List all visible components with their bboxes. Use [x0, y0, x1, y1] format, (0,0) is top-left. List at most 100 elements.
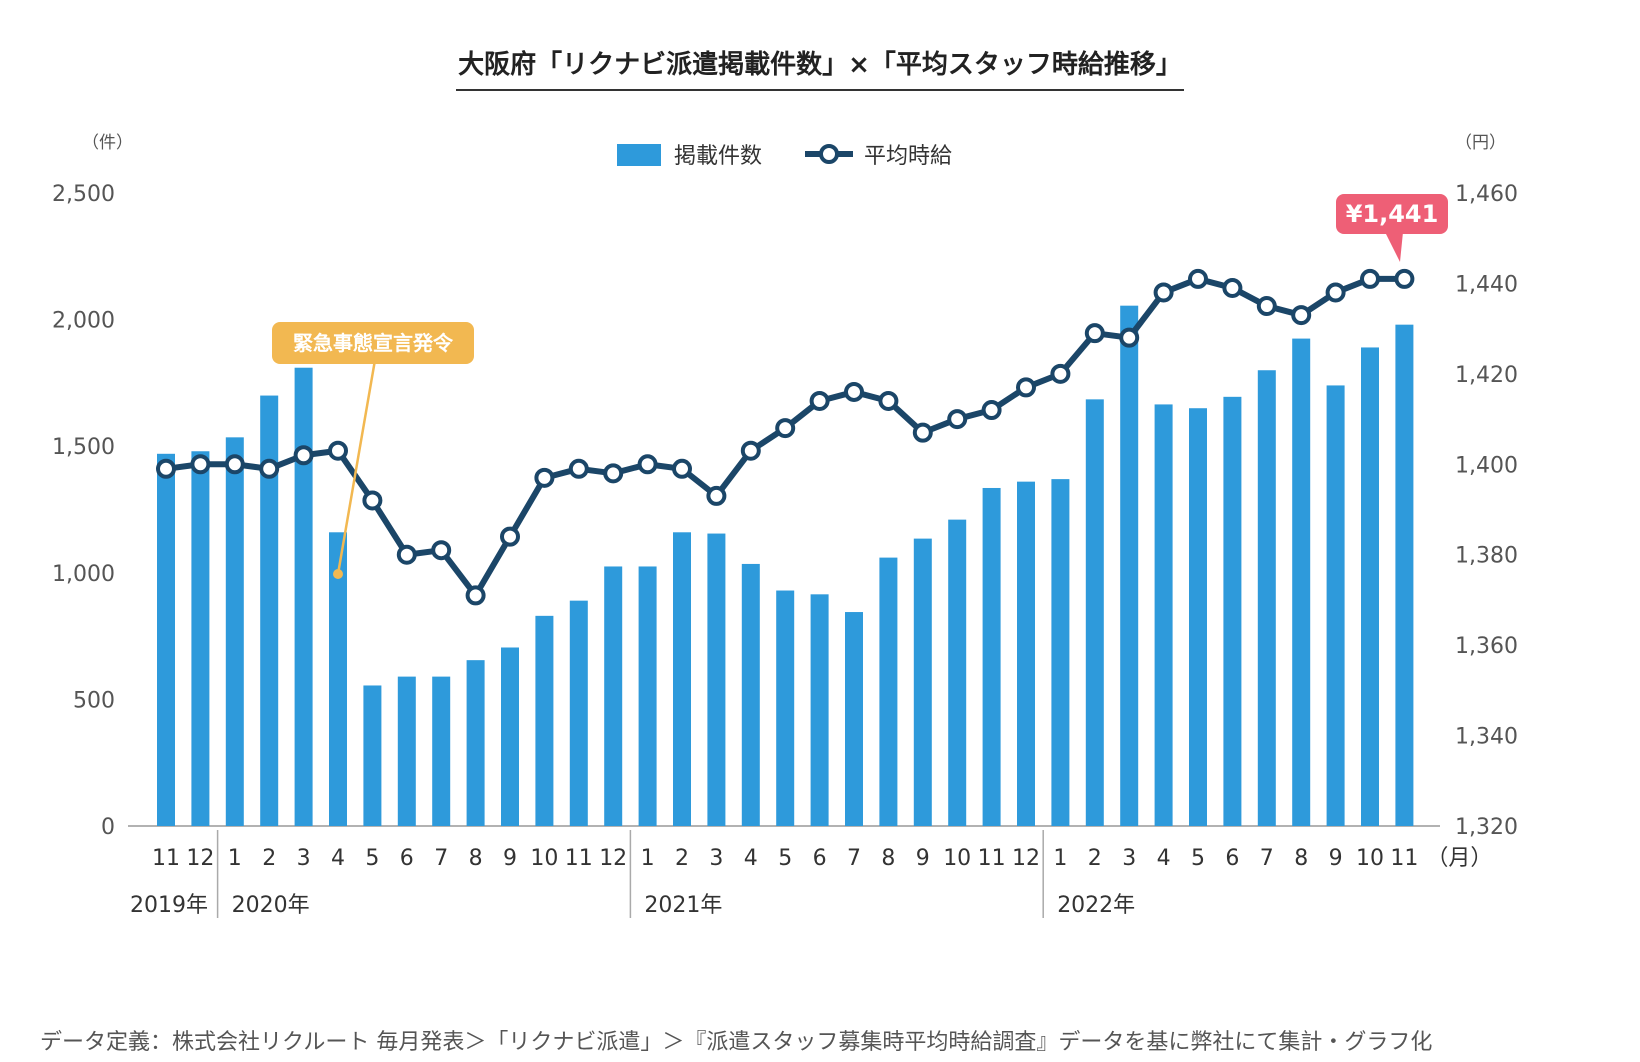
bar — [329, 532, 347, 826]
bar — [810, 594, 829, 826]
wage-point — [637, 454, 658, 475]
month-tick-label: 8 — [469, 846, 483, 871]
data-source-footnote: データ定義：株式会社リクルート 毎月発表＞「リクナビ派遣」＞『派遣スタッフ募集時… — [40, 1030, 1433, 1055]
month-tick-label: 5 — [1191, 846, 1205, 871]
wage-point — [1016, 377, 1036, 398]
right-axis-unit: （円） — [1455, 133, 1506, 153]
wage-point — [431, 540, 452, 561]
month-tick-label: 11 — [152, 846, 180, 871]
wage-point — [224, 454, 245, 475]
bar — [1395, 324, 1414, 826]
year-label: 2022年 — [1057, 893, 1135, 918]
wage-point — [328, 440, 348, 461]
left-tick-label: 1,500 — [52, 435, 115, 460]
wage-point — [1325, 282, 1346, 303]
wage-point — [396, 544, 417, 565]
month-tick-label: 7 — [1260, 846, 1274, 871]
bar — [535, 615, 554, 826]
month-tick-label: 1 — [228, 846, 242, 871]
wage-point — [603, 463, 624, 484]
axis-labels: 0 500 1,000 1,500 2,000 2,500 （件） 1,320 1,340 1,3… — [52, 133, 1518, 918]
legend-bar-label: 掲載件数 — [674, 144, 762, 169]
wage-point — [912, 422, 933, 443]
wage-point — [1360, 268, 1380, 289]
bar — [707, 533, 726, 826]
month-tick-label: 8 — [881, 846, 895, 871]
month-tick-label: 9 — [916, 846, 930, 871]
bar — [604, 566, 623, 826]
month-tick-label: 5 — [778, 846, 792, 871]
bar — [432, 676, 451, 826]
bar — [157, 453, 175, 826]
month-tick-label: 10 — [1356, 846, 1384, 871]
bar — [569, 600, 588, 826]
wage-point — [156, 458, 176, 479]
bar — [879, 557, 898, 826]
month-tick-label: 4 — [744, 846, 758, 871]
right-tick-label: 1,400 — [1455, 453, 1518, 478]
highlight-callout-text: ¥1,441 — [1346, 200, 1439, 228]
wage-point — [1222, 277, 1243, 298]
bar — [982, 487, 1001, 826]
month-tick-label: 12 — [1012, 846, 1040, 871]
left-tick-label: 1,000 — [52, 562, 115, 587]
wage-point — [844, 381, 864, 402]
wage-point — [1153, 282, 1174, 303]
bar — [363, 685, 382, 826]
wage-point — [1188, 268, 1208, 289]
wage-point — [947, 409, 968, 430]
legend-line-label: 平均時給 — [864, 144, 952, 169]
month-tick-label: 11 — [978, 846, 1006, 871]
bar — [501, 647, 519, 826]
wage-point — [1119, 327, 1140, 348]
year-label: 2020年 — [232, 893, 310, 918]
wage-point — [190, 454, 211, 475]
bar — [776, 590, 795, 826]
bar — [1189, 408, 1207, 826]
chart-title-wrap: 大阪府「リクナビ派遣掲載件数」×「平均スタッフ時給推移」 — [0, 44, 1640, 91]
wage-point — [362, 490, 383, 511]
right-tick-label: 1,380 — [1455, 544, 1518, 569]
bar — [741, 563, 760, 826]
emergency-pointer — [336, 359, 377, 575]
month-tick-label: 6 — [1225, 846, 1239, 871]
wage-point — [465, 585, 486, 606]
line-series — [156, 268, 1415, 606]
month-tick-label: 5 — [365, 846, 379, 871]
month-tick-label: 3 — [297, 846, 311, 871]
bar — [948, 519, 967, 826]
month-tick-label: 2 — [1088, 846, 1102, 871]
month-tick-label: 6 — [400, 846, 414, 871]
bar — [1017, 481, 1035, 826]
bar — [1154, 404, 1173, 826]
wage-point — [1256, 296, 1277, 317]
right-tick-label: 1,460 — [1455, 182, 1518, 207]
bar — [466, 660, 485, 826]
legend: 掲載件数 平均時給 — [617, 144, 952, 169]
legend-line-marker — [819, 144, 839, 164]
year-label: 2021年 — [644, 893, 722, 918]
bar — [260, 395, 279, 826]
month-tick-label: 3 — [709, 846, 723, 871]
bar — [1051, 479, 1070, 826]
wage-point — [1050, 363, 1071, 384]
legend-bar-swatch — [617, 144, 661, 166]
wage-point — [809, 390, 830, 411]
wage-point — [981, 400, 1002, 421]
bar — [1120, 305, 1139, 826]
bar — [1257, 370, 1276, 826]
emergency-callout-box — [272, 322, 474, 364]
left-tick-label: 0 — [101, 815, 115, 840]
month-tick-label: 11 — [565, 846, 593, 871]
right-tick-label: 1,340 — [1455, 725, 1518, 750]
month-tick-label: 3 — [1122, 846, 1136, 871]
wage-point — [878, 390, 899, 411]
bar — [673, 532, 691, 826]
left-tick-label: 2,000 — [52, 309, 115, 334]
month-tick-label: 10 — [943, 846, 971, 871]
month-tick-label: 9 — [1329, 846, 1343, 871]
right-tick-label: 1,320 — [1455, 815, 1518, 840]
wage-point — [775, 418, 796, 439]
wage-point — [293, 445, 314, 466]
month-tick-label: 1 — [1053, 846, 1067, 871]
